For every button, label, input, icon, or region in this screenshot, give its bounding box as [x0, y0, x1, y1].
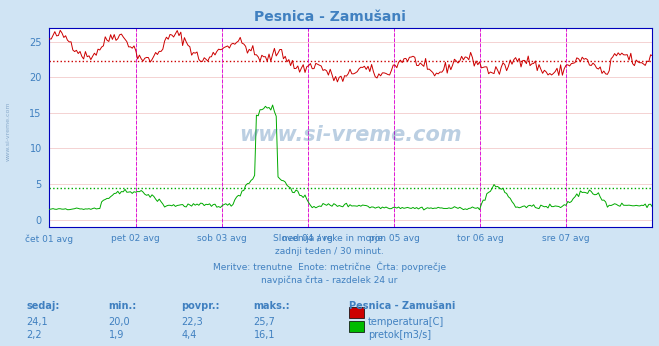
- Text: 24,1: 24,1: [26, 317, 48, 327]
- Text: Pesnica - Zamušani: Pesnica - Zamušani: [349, 301, 455, 311]
- Text: povpr.:: povpr.:: [181, 301, 219, 311]
- Text: Pesnica - Zamušani: Pesnica - Zamušani: [254, 10, 405, 24]
- Text: temperatura[C]: temperatura[C]: [368, 317, 444, 327]
- Text: Slovenija / reke in morje.: Slovenija / reke in morje.: [273, 234, 386, 243]
- Text: 1,9: 1,9: [109, 330, 124, 340]
- Text: 22,3: 22,3: [181, 317, 203, 327]
- Text: zadnji teden / 30 minut.: zadnji teden / 30 minut.: [275, 247, 384, 256]
- Text: 20,0: 20,0: [109, 317, 130, 327]
- Text: sedaj:: sedaj:: [26, 301, 60, 311]
- Text: 4,4: 4,4: [181, 330, 196, 340]
- Text: navpična črta - razdelek 24 ur: navpična črta - razdelek 24 ur: [262, 275, 397, 284]
- Text: 2,2: 2,2: [26, 330, 42, 340]
- Text: 25,7: 25,7: [254, 317, 275, 327]
- Text: min.:: min.:: [109, 301, 137, 311]
- Text: 16,1: 16,1: [254, 330, 275, 340]
- Text: pretok[m3/s]: pretok[m3/s]: [368, 330, 431, 340]
- Text: maks.:: maks.:: [254, 301, 291, 311]
- Text: Meritve: trenutne  Enote: metrične  Črta: povprečje: Meritve: trenutne Enote: metrične Črta: …: [213, 261, 446, 272]
- Text: www.si-vreme.com: www.si-vreme.com: [240, 125, 462, 145]
- Text: www.si-vreme.com: www.si-vreme.com: [5, 102, 11, 161]
